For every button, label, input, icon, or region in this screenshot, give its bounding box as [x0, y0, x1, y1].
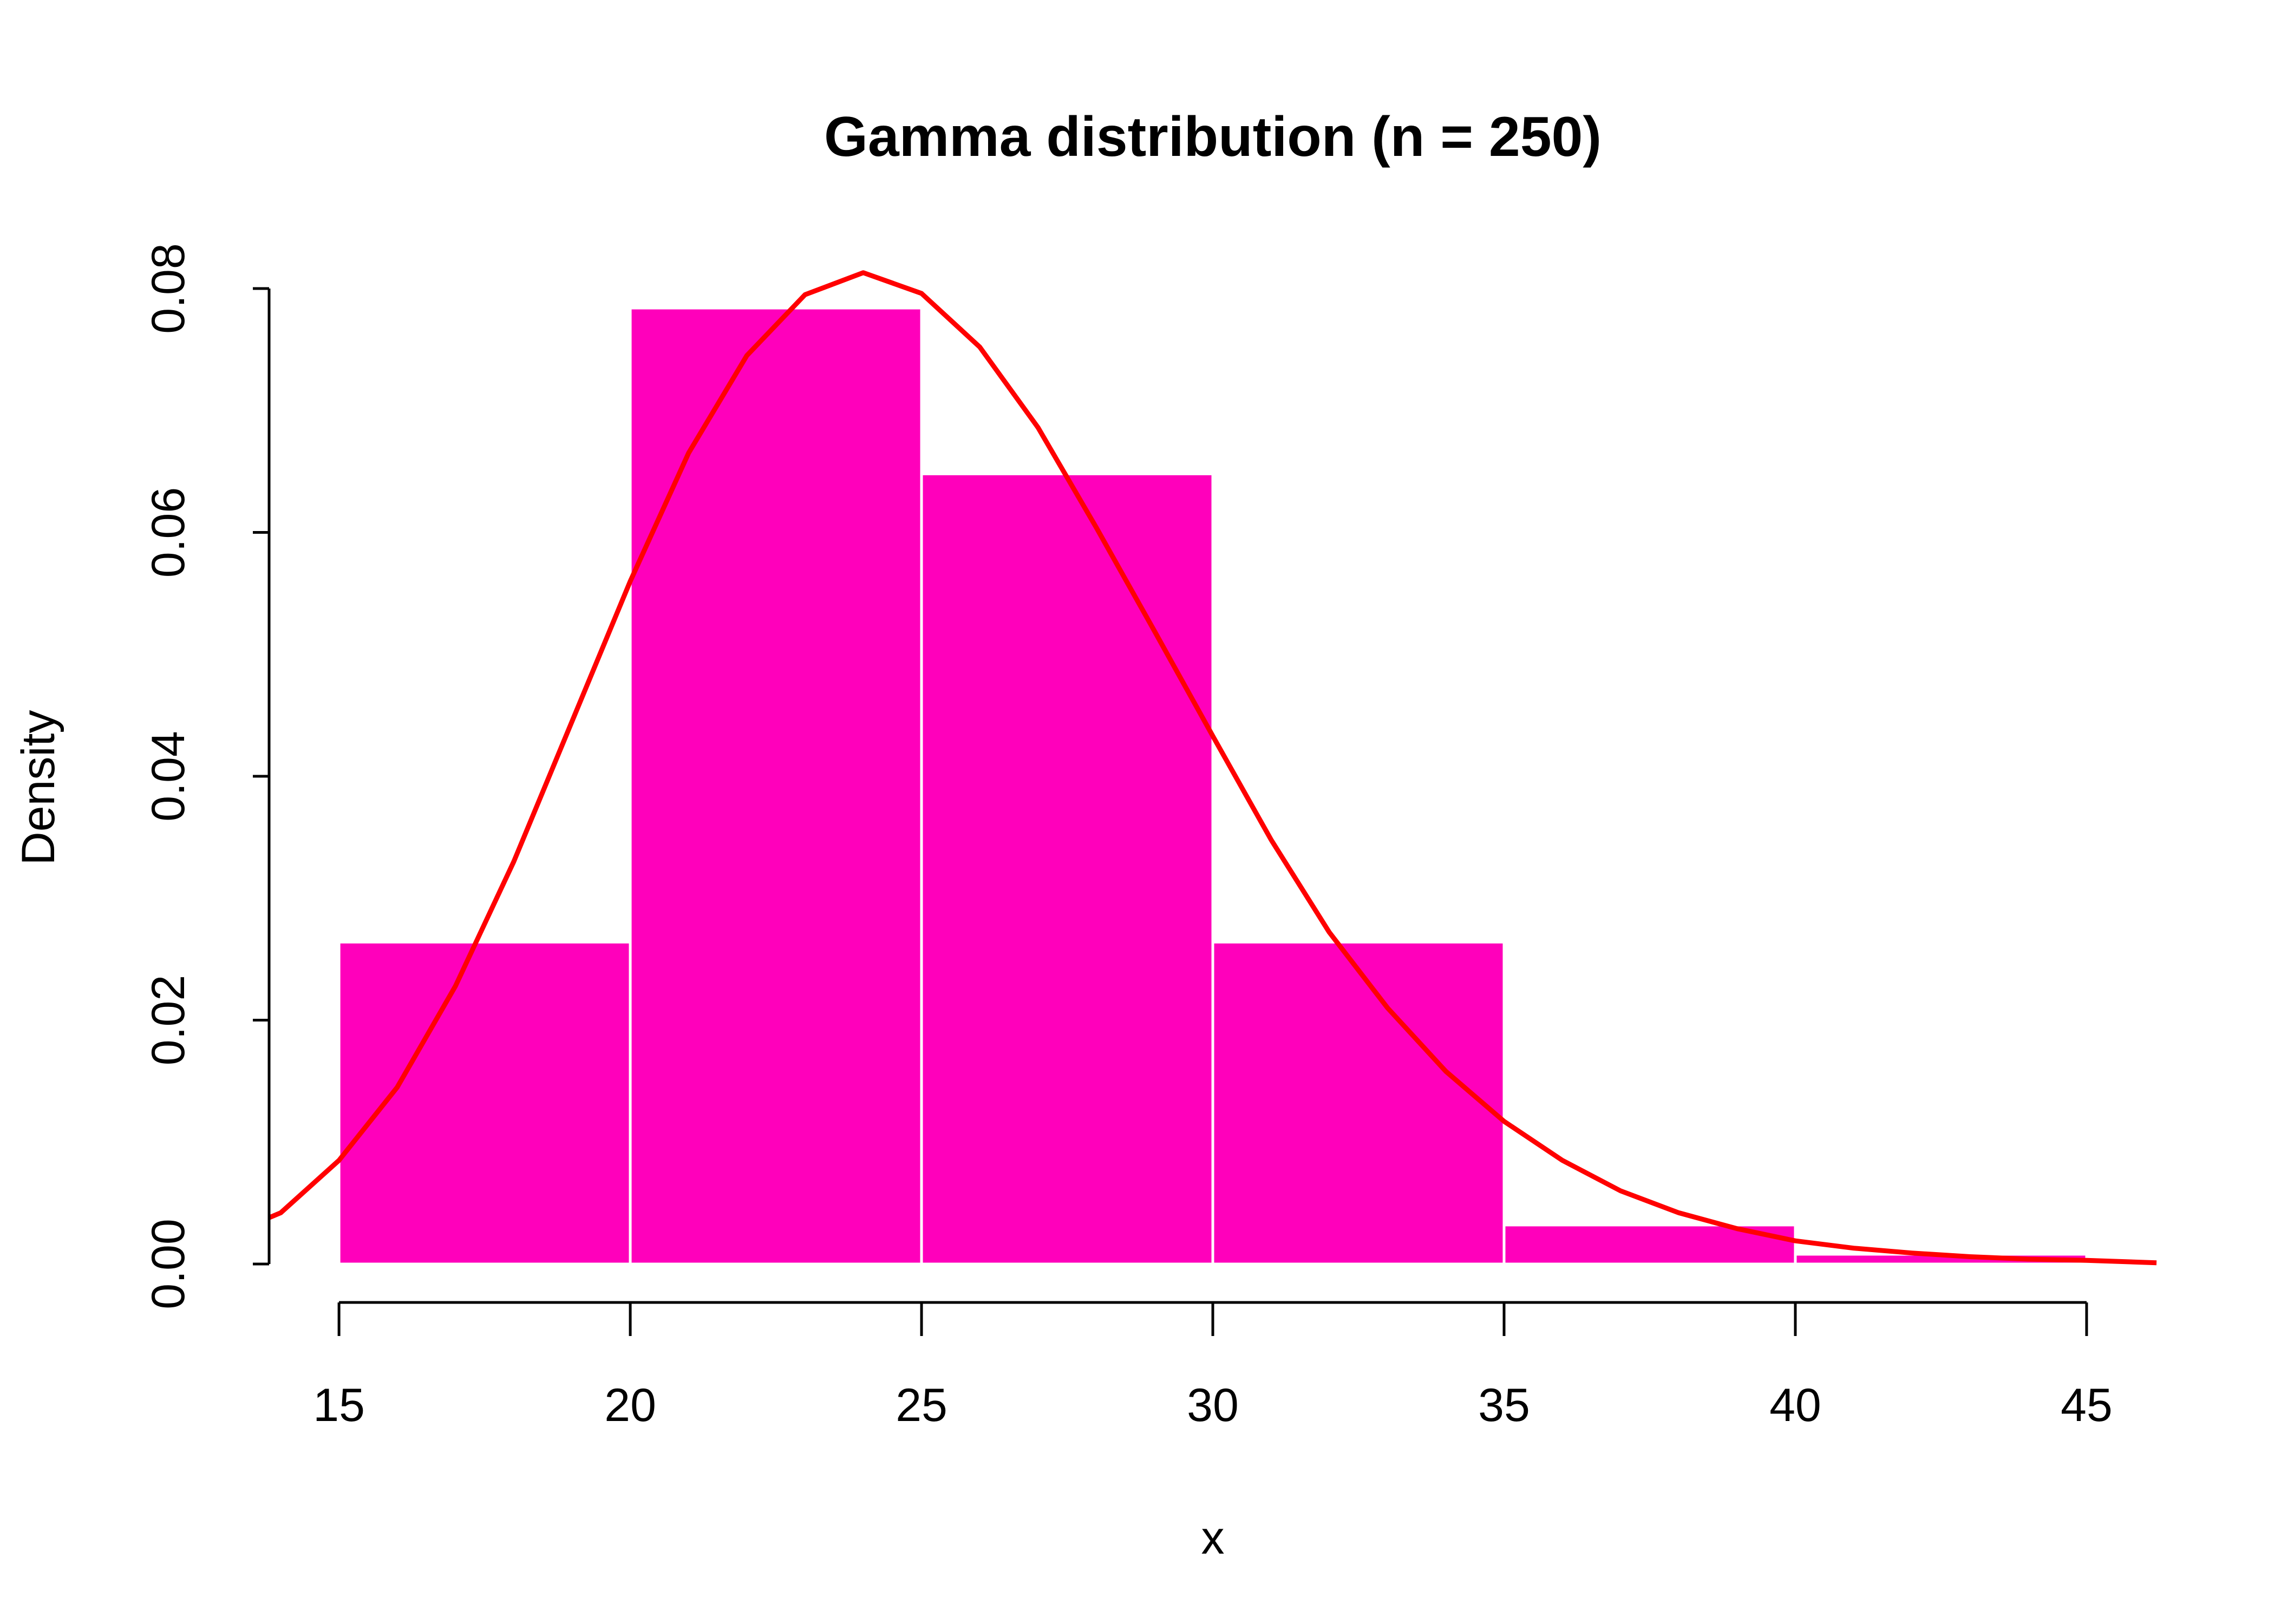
y-tick-label: 0.06 [142, 487, 194, 578]
x-axis-label: x [1201, 1512, 1225, 1564]
y-tick-label: 0.02 [142, 975, 194, 1065]
x-tick-label: 35 [1478, 1379, 1530, 1431]
x-tick-label: 45 [2061, 1379, 2113, 1431]
x-tick-label: 15 [313, 1379, 365, 1431]
y-tick-label: 0.00 [142, 1219, 194, 1309]
y-axis-label: Density [12, 710, 64, 866]
y-axis: 0.00 0.02 0.04 0.06 0.08 [142, 243, 269, 1309]
x-tick-label: 25 [896, 1379, 948, 1431]
histogram-bars [337, 306, 2088, 1266]
x-tick-label: 30 [1187, 1379, 1239, 1431]
histogram-bar [920, 472, 1214, 1266]
y-tick-label: 0.04 [142, 731, 194, 821]
density-curve [268, 270, 2157, 1266]
chart-title: Gamma distribution (n = 250) [824, 106, 1602, 168]
x-axis: 15 20 25 30 35 40 45 [313, 1302, 2113, 1431]
x-tick-label: 20 [604, 1379, 656, 1431]
y-tick-label: 0.08 [142, 243, 194, 333]
x-tick-label: 40 [1769, 1379, 1821, 1431]
histogram-bar [1211, 940, 1506, 1266]
histogram-bar [629, 306, 923, 1266]
